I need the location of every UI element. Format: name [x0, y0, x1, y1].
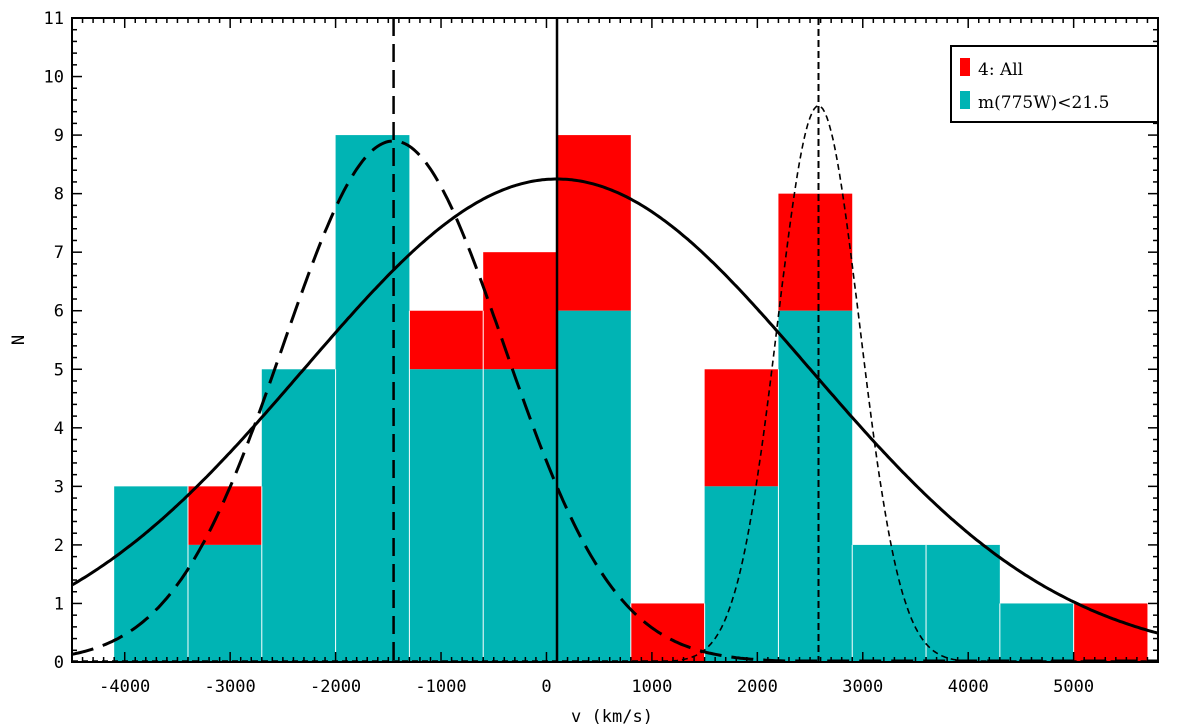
x-tick-label: 3000	[842, 677, 883, 697]
histogram-bars	[114, 135, 1148, 662]
legend-label-all: 4: All	[978, 60, 1023, 80]
x-tick-label: 5000	[1053, 677, 1094, 697]
bar-bright	[409, 369, 484, 662]
y-tick-label: 6	[54, 302, 64, 322]
bar-all-excess	[704, 369, 779, 487]
x-tick-label: 0	[541, 677, 551, 697]
bar-bright	[704, 486, 779, 662]
y-tick-labels: 0 1 2 3 4 5 6 7 8 9 10 11	[44, 9, 64, 673]
bar-all-excess	[1073, 603, 1148, 662]
x-tick-label: -2000	[310, 677, 361, 697]
bar-all-excess	[557, 135, 631, 311]
axis-ticks	[71, 17, 1159, 663]
bar-bright	[335, 135, 410, 662]
x-tick-label: 1000	[631, 677, 672, 697]
bar-bright	[852, 544, 927, 662]
plot-frame	[71, 17, 1159, 663]
x-axis-label: v (km/s)	[571, 707, 653, 727]
legend: 4: All m(775W)<21.5	[950, 45, 1159, 123]
y-tick-label: 0	[54, 653, 64, 673]
plot-border	[71, 17, 1159, 663]
y-tick-label: 7	[54, 243, 64, 263]
bar-bright	[999, 603, 1074, 662]
mean-lines	[392, 18, 820, 662]
x-tick-label: -3000	[205, 677, 256, 697]
x-tick-label: 4000	[948, 677, 989, 697]
legend-box	[950, 45, 1159, 123]
y-tick-label: 2	[54, 536, 64, 556]
y-tick-label: 8	[54, 185, 64, 205]
legend-swatch-all	[960, 58, 970, 76]
y-tick-label: 11	[44, 9, 64, 29]
bar-all-excess	[483, 252, 558, 370]
x-tick-label: 2000	[737, 677, 778, 697]
x-tick-label: -4000	[99, 677, 150, 697]
bar-bright	[261, 369, 336, 662]
y-tick-label: 4	[54, 419, 64, 439]
y-axis-label: N	[9, 335, 29, 345]
bar-bright	[557, 310, 631, 662]
legend-label-bright: m(775W)<21.5	[978, 93, 1109, 113]
bar-bright	[187, 544, 262, 662]
y-tick-label: 3	[54, 477, 64, 497]
bar-bright	[483, 369, 558, 662]
bar-all-excess	[409, 310, 484, 370]
y-tick-label: 10	[44, 68, 64, 88]
bar-all-excess	[778, 193, 853, 311]
y-tick-label: 5	[54, 360, 64, 380]
x-tick-label: -1000	[415, 677, 466, 697]
bar-bright	[778, 310, 853, 662]
legend-swatch-bright	[960, 91, 970, 109]
y-tick-label: 1	[54, 594, 64, 614]
bar-bright	[114, 486, 188, 662]
x-tick-labels: -4000 -3000 -2000 -1000 0 1000 2000 3000 4000 500…	[99, 677, 1094, 697]
bar-all-excess	[630, 603, 705, 662]
y-tick-label: 9	[54, 126, 64, 146]
bar-bright	[926, 544, 1000, 662]
